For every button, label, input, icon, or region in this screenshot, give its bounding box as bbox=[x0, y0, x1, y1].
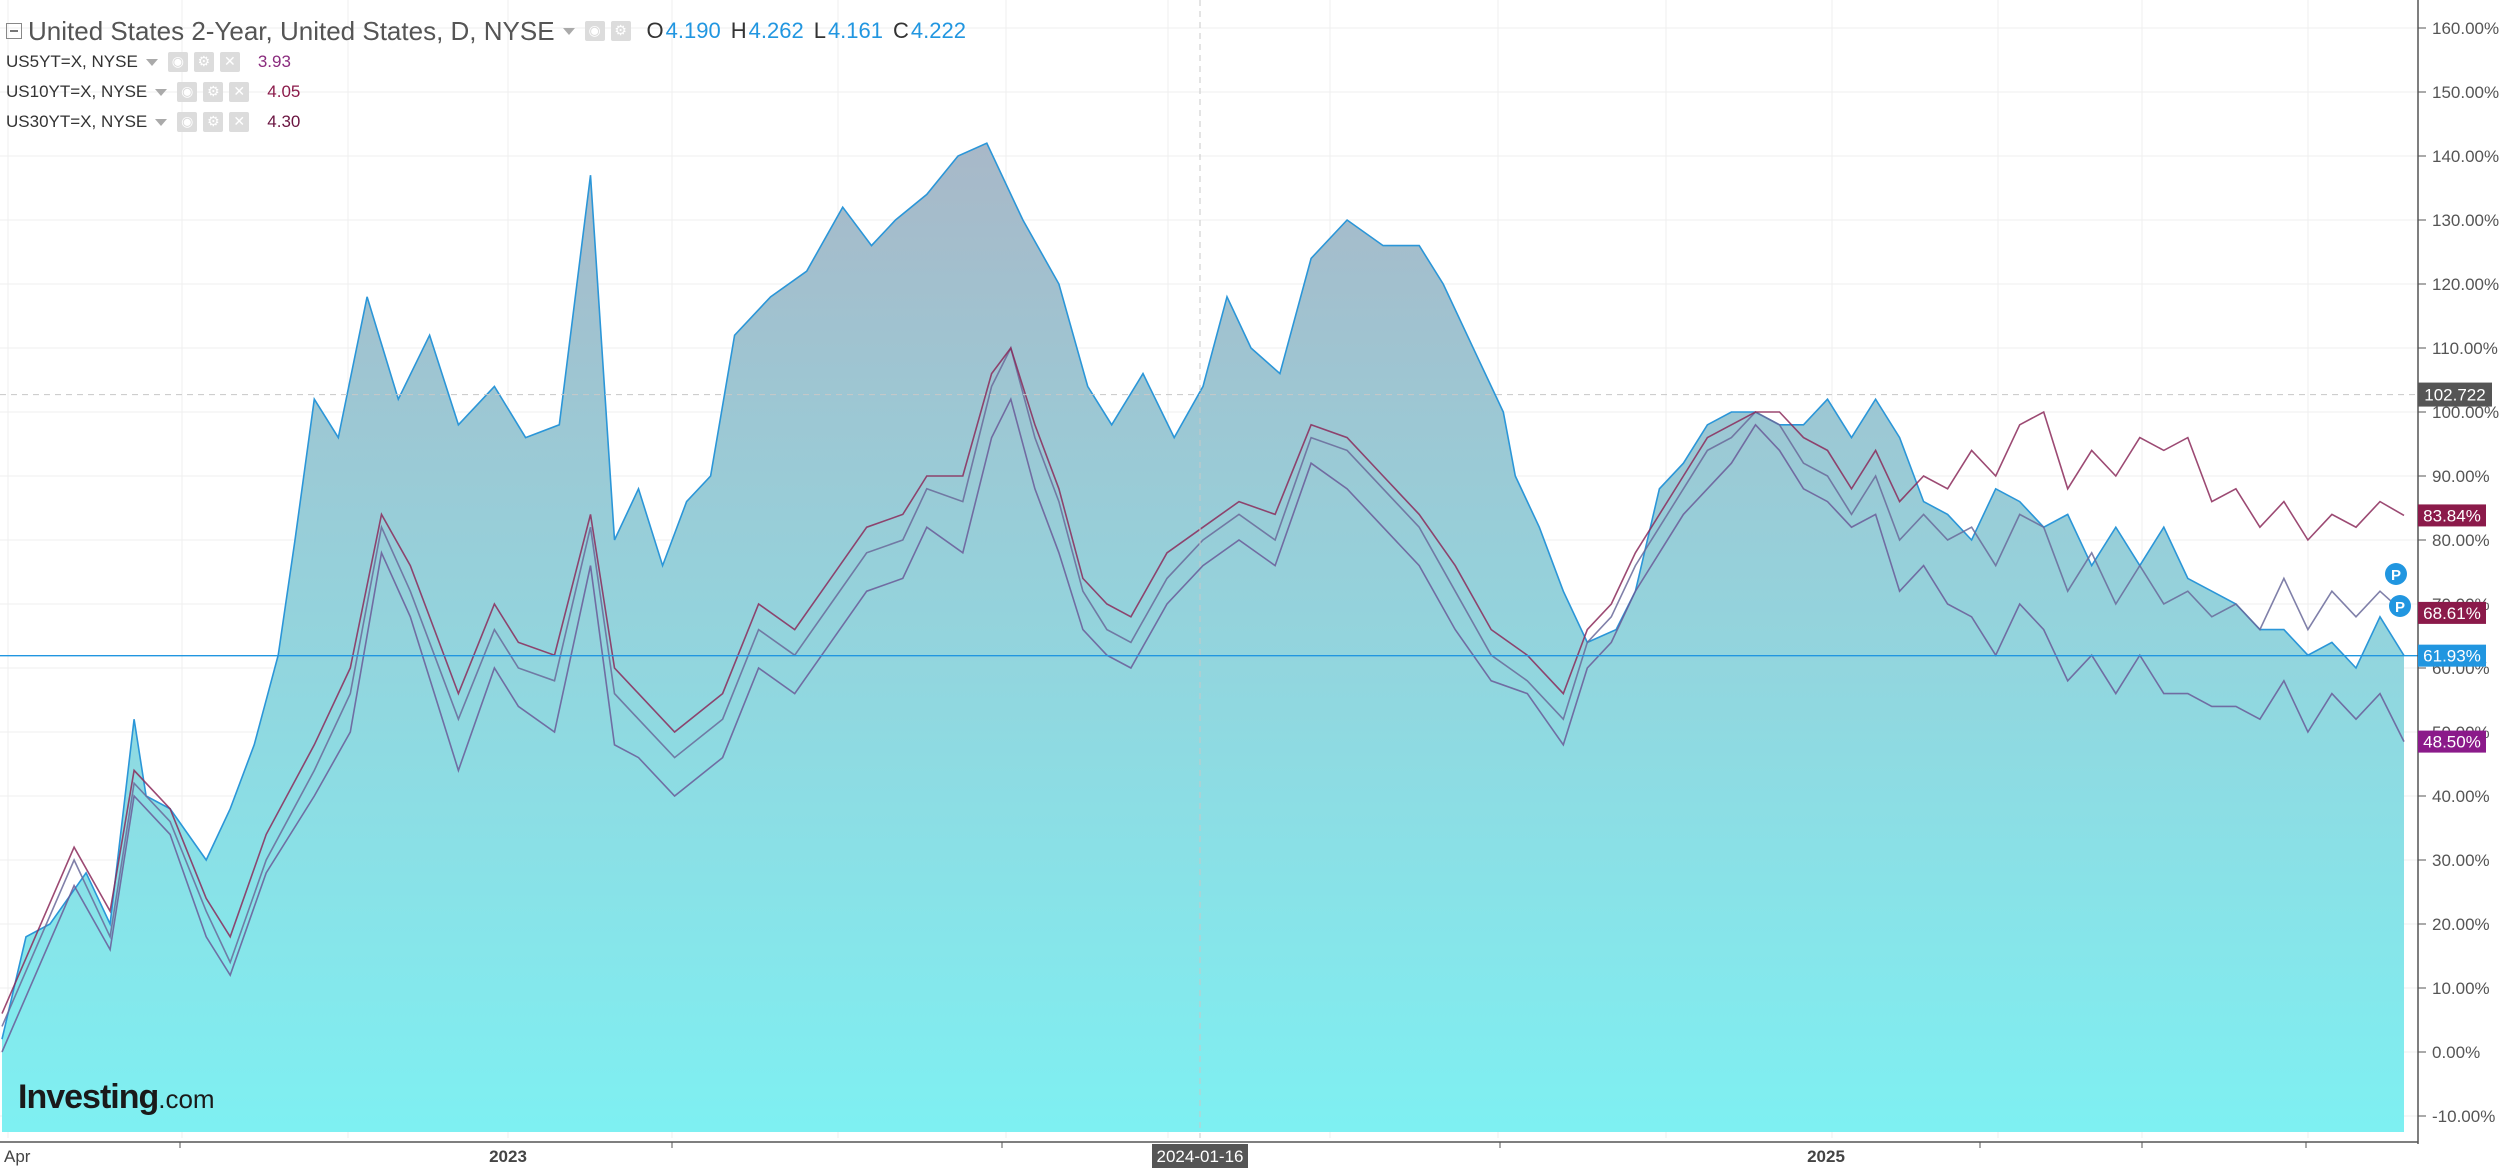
series-name-us30y: US30YT=X, NYSE bbox=[6, 112, 148, 131]
main-series-title: United States 2-Year, United States, D, … bbox=[28, 15, 555, 46]
time-tick-label: 2023 bbox=[489, 1147, 527, 1166]
high-value: 4.262 bbox=[748, 18, 804, 43]
close-value: 4.222 bbox=[910, 18, 966, 43]
crosshair-date-label: 2024-01-16 bbox=[1157, 1147, 1244, 1166]
p-marker-label: P bbox=[2391, 567, 2401, 584]
price-tick-label: 160.00% bbox=[2432, 19, 2499, 38]
series-value-us30y: 4.30 bbox=[267, 112, 301, 131]
area-fill-us2y bbox=[2, 143, 2404, 1132]
price-tick-label: 120.00% bbox=[2432, 275, 2499, 294]
chevron-down-icon[interactable] bbox=[155, 118, 168, 126]
eye-icon[interactable]: ◉ bbox=[177, 112, 198, 132]
brand-suffix: .com bbox=[158, 1084, 215, 1114]
price-tick-label: 80.00% bbox=[2432, 531, 2490, 550]
last-value-box bbox=[2418, 504, 2486, 527]
legend-row-us5y: US5YT=X, NYSE ◉ ⚙ ✕ 3.93 bbox=[6, 48, 291, 76]
chevron-down-icon[interactable] bbox=[145, 58, 158, 66]
crosshair-price-label: 102.722 bbox=[2424, 386, 2485, 405]
price-tick-label: 0.00% bbox=[2432, 1043, 2480, 1062]
p-marker-label: P bbox=[2395, 599, 2405, 616]
low-value: 4.161 bbox=[827, 18, 883, 43]
series-name-us5y: US5YT=X, NYSE bbox=[6, 52, 138, 71]
p-marker[interactable] bbox=[2389, 595, 2411, 617]
price-tick-label: 20.00% bbox=[2432, 915, 2490, 934]
last-value-label: 48.50% bbox=[2423, 733, 2481, 752]
close-icon[interactable]: ✕ bbox=[219, 52, 240, 72]
last-value-box bbox=[2418, 730, 2486, 753]
price-tick-label: 100.00% bbox=[2432, 403, 2499, 422]
last-value-label: 83.84% bbox=[2423, 506, 2481, 525]
series-name-us10y: US10YT=X, NYSE bbox=[6, 82, 148, 101]
chevron-down-icon[interactable] bbox=[562, 27, 575, 35]
series-line-us10y[interactable] bbox=[1, 345, 2405, 1027]
chevron-down-icon[interactable] bbox=[155, 88, 168, 96]
legend-row-us30y: US30YT=X, NYSE ◉ ⚙ ✕ 4.30 bbox=[6, 108, 300, 136]
last-value-label: 68.61% bbox=[2423, 604, 2481, 623]
price-tick-label: -10.00% bbox=[2432, 1107, 2495, 1126]
price-axis[interactable]: 160.00% 150.00% 140.00% 130.00% 120.00% 110.0… bbox=[2418, 19, 2499, 1126]
low-key: L bbox=[813, 18, 826, 43]
last-value-box bbox=[2418, 644, 2486, 667]
eye-icon[interactable]: ◉ bbox=[167, 52, 188, 72]
price-tick-label: 10.00% bbox=[2432, 979, 2490, 998]
price-tick-label: 30.00% bbox=[2432, 851, 2490, 870]
eye-icon[interactable]: ◉ bbox=[584, 21, 605, 41]
time-axis[interactable]: Apr 2023 2024-01-16 2025 bbox=[4, 1142, 2307, 1168]
last-value-box bbox=[2418, 601, 2486, 624]
series-line-us5y[interactable] bbox=[1, 396, 2405, 1053]
crosshair-date-box bbox=[1152, 1144, 1248, 1168]
close-key: C bbox=[893, 18, 909, 43]
close-icon[interactable]: ✕ bbox=[229, 82, 250, 102]
crosshair-price-box bbox=[2418, 382, 2492, 407]
open-key: O bbox=[646, 18, 664, 43]
close-icon[interactable]: ✕ bbox=[229, 112, 250, 132]
collapse-legend-icon[interactable] bbox=[6, 23, 22, 39]
open-value: 4.190 bbox=[665, 18, 721, 43]
p-marker[interactable] bbox=[2385, 563, 2407, 585]
investing-logo: Investing .com bbox=[18, 1078, 215, 1117]
price-tick-label: 90.00% bbox=[2432, 467, 2490, 486]
gear-icon[interactable]: ⚙ bbox=[203, 82, 224, 102]
price-tick-label: 130.00% bbox=[2432, 211, 2499, 230]
series-value-us10y: 4.05 bbox=[267, 82, 301, 101]
gear-icon[interactable]: ⚙ bbox=[193, 52, 214, 72]
brand-name: Investing bbox=[18, 1078, 159, 1116]
price-tick-label: 40.00% bbox=[2432, 787, 2490, 806]
eye-icon[interactable]: ◉ bbox=[177, 82, 198, 102]
series-line-us2y[interactable] bbox=[1, 142, 2405, 1040]
main-legend-row: United States 2-Year, United States, D, … bbox=[6, 14, 966, 48]
gear-icon[interactable]: ⚙ bbox=[610, 21, 631, 41]
time-tick-label: Apr bbox=[4, 1147, 31, 1166]
legend-row-us10y: US10YT=X, NYSE ◉ ⚙ ✕ 4.05 bbox=[6, 78, 300, 106]
high-key: H bbox=[730, 18, 747, 43]
time-tick-label: 2025 bbox=[1807, 1147, 1845, 1166]
price-tick-label: 140.00% bbox=[2432, 147, 2499, 166]
price-tick-label: 150.00% bbox=[2432, 83, 2499, 102]
price-tick-label: 110.00% bbox=[2432, 339, 2498, 358]
series-line-us30y[interactable] bbox=[1, 346, 2405, 1014]
last-value-label: 61.93% bbox=[2423, 647, 2481, 666]
gear-icon[interactable]: ⚙ bbox=[203, 112, 224, 132]
series-value-us5y: 3.93 bbox=[257, 52, 291, 71]
